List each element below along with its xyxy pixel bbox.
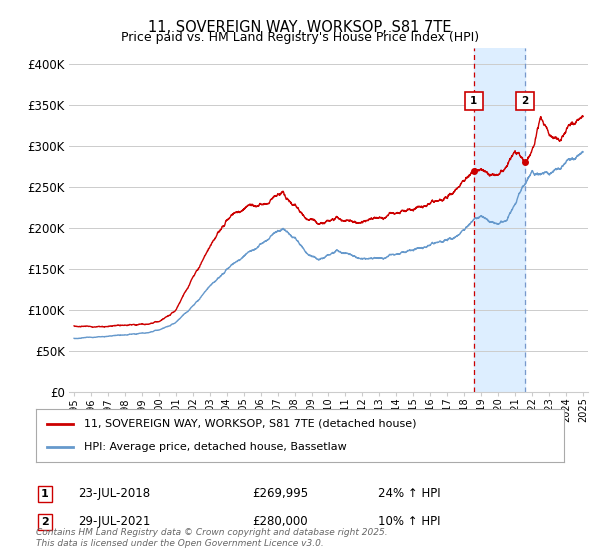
Text: 11, SOVEREIGN WAY, WORKSOP, S81 7TE: 11, SOVEREIGN WAY, WORKSOP, S81 7TE: [148, 20, 452, 35]
Text: £280,000: £280,000: [252, 515, 308, 529]
Text: 2: 2: [41, 517, 49, 527]
Text: 1: 1: [41, 489, 49, 499]
Text: 29-JUL-2021: 29-JUL-2021: [78, 515, 151, 529]
Text: Contains HM Land Registry data © Crown copyright and database right 2025.
This d: Contains HM Land Registry data © Crown c…: [36, 528, 388, 548]
Text: 23-JUL-2018: 23-JUL-2018: [78, 487, 150, 501]
Text: 24% ↑ HPI: 24% ↑ HPI: [378, 487, 440, 501]
Text: 11, SOVEREIGN WAY, WORKSOP, S81 7TE (detached house): 11, SOVEREIGN WAY, WORKSOP, S81 7TE (det…: [83, 419, 416, 429]
Text: Price paid vs. HM Land Registry's House Price Index (HPI): Price paid vs. HM Land Registry's House …: [121, 31, 479, 44]
Bar: [473, 48, 525, 392]
Text: £269,995: £269,995: [252, 487, 308, 501]
Text: 10% ↑ HPI: 10% ↑ HPI: [378, 515, 440, 529]
Text: HPI: Average price, detached house, Bassetlaw: HPI: Average price, detached house, Bass…: [83, 442, 346, 452]
Text: 1: 1: [470, 96, 477, 106]
Text: 2: 2: [521, 96, 529, 106]
